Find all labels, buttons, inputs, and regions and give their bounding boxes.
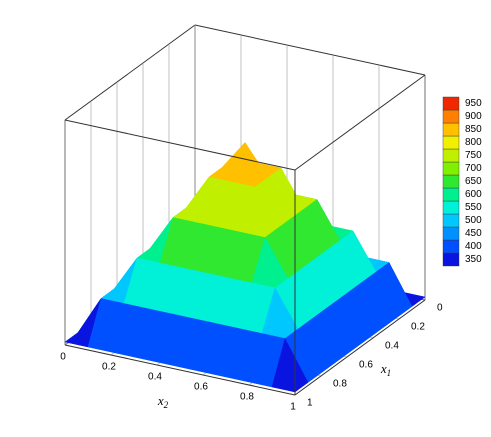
colorbar-label: 850 [465,124,482,135]
x2-tick-label: 0.8 [240,392,254,403]
colorbar-swatch [442,226,460,241]
x1-tick-label: 0.6 [359,360,373,371]
x1-tick-label: 0.8 [333,379,347,390]
colorbar-label: 450 [465,228,482,239]
colorbar-swatch [442,213,460,228]
box-edge [294,74,426,171]
colorbar-swatch [442,109,460,124]
x1-tick-label: 1 [307,398,313,409]
x1-tick-label: 0.4 [385,341,399,352]
colorbar-label: 700 [465,163,482,174]
colorbar-label: 550 [465,202,482,213]
x2-tick-label: 0.4 [148,372,162,383]
colorbar-swatch [442,200,460,215]
x2-tick-label: 0.2 [102,362,116,373]
box-edge [64,119,296,171]
x2-tick-label: 1 [290,402,296,413]
x1-tick-label: 0.2 [411,322,425,333]
colorbar-label: 650 [465,176,482,187]
colorbar-label: 600 [465,189,482,200]
colorbar-swatch [442,161,460,176]
colorbar-label: 800 [465,137,482,148]
colorbar-label: 400 [465,241,482,252]
colorbar-swatch [442,122,460,137]
box-edge [64,24,196,121]
box-edge [64,344,296,396]
colorbar-swatch [442,96,460,111]
x1-tick-label: 0 [437,303,443,314]
x1-axis-title: x1 [380,361,391,378]
colorbar-label: 350 [465,254,482,265]
colorbar-label: 750 [465,150,482,161]
colorbar-swatch [442,148,460,163]
colorbar-swatch [442,252,460,267]
box-edge [194,24,426,76]
x2-tick-label: 0 [60,352,66,363]
colorbar-swatch [442,174,460,189]
colorbar-label: 950 [465,98,482,109]
x2-axis-title: x2 [157,393,169,410]
colorbar-swatch [442,135,460,150]
colorbar-label: 500 [465,215,482,226]
colorbar-swatch [442,239,460,254]
x2-tick-label: 0.6 [194,382,208,393]
box-edge [294,299,426,396]
colorbar-label: 900 [465,111,482,122]
colorbar-swatch [442,187,460,202]
